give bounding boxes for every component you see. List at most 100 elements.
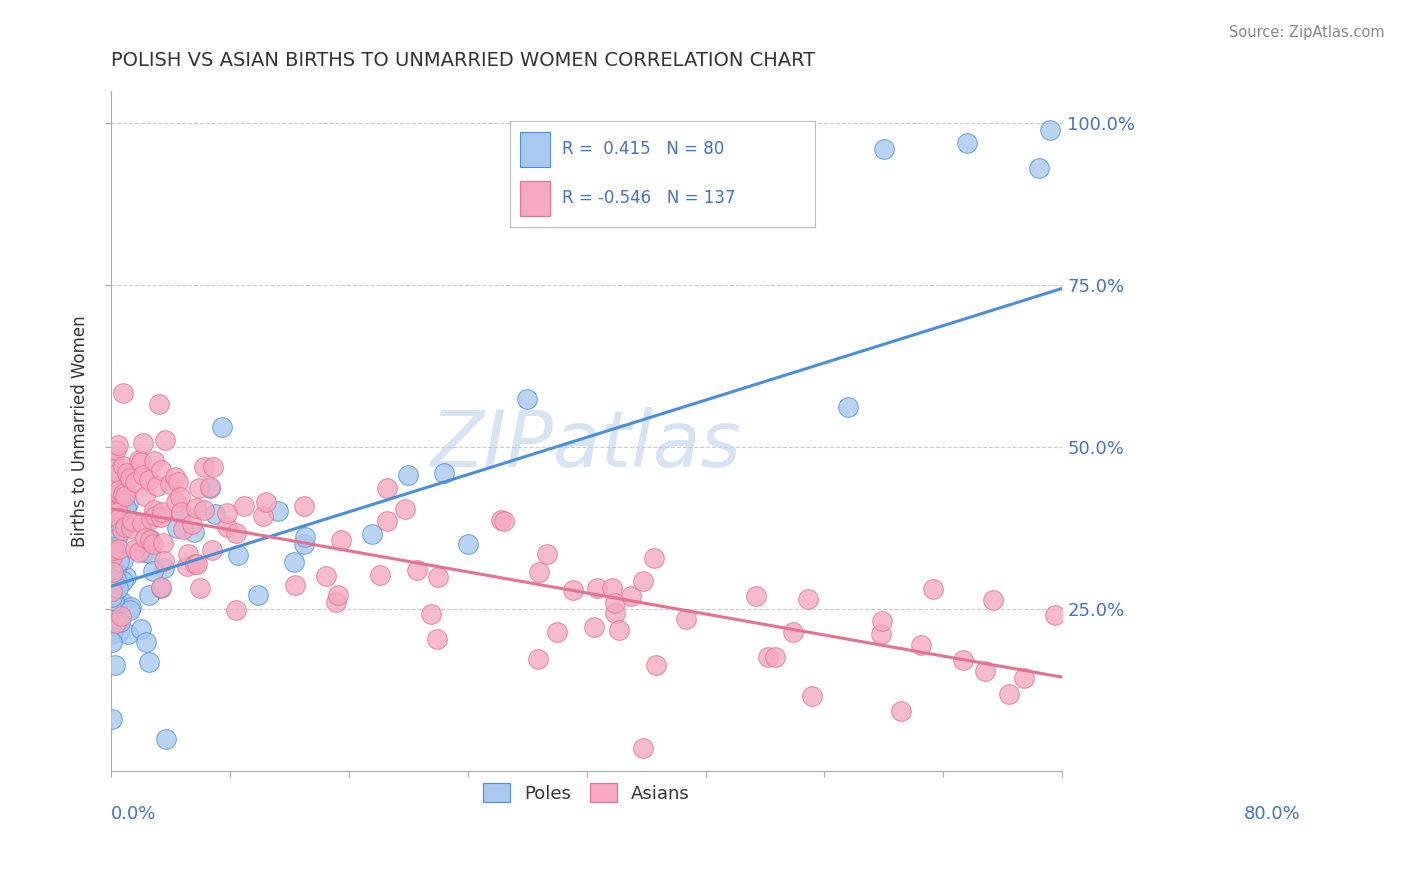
Point: [108, 554, 131, 568]
Point: [101, 712, 124, 726]
Point: [873, 142, 896, 156]
Point: [135, 635, 157, 649]
Point: [118, 471, 141, 485]
Point: [101, 576, 124, 591]
Point: [104, 565, 127, 579]
Point: [837, 400, 859, 414]
Point: [101, 580, 124, 594]
Point: [644, 658, 666, 673]
Point: [252, 508, 274, 523]
Point: [370, 567, 392, 582]
Point: [101, 626, 124, 640]
Point: [527, 652, 550, 666]
Point: [202, 459, 225, 474]
Point: [375, 481, 398, 495]
Point: [620, 589, 643, 603]
Point: [139, 533, 162, 547]
Point: [111, 595, 134, 609]
Point: [128, 545, 150, 559]
Point: [426, 632, 449, 646]
Point: [101, 547, 124, 561]
Point: [186, 500, 208, 515]
Point: [159, 476, 181, 491]
Point: [198, 480, 221, 494]
Point: [609, 623, 631, 637]
Point: [226, 548, 249, 562]
Point: [104, 658, 127, 673]
Point: [101, 584, 124, 599]
Text: POLISH VS ASIAN BIRTHS TO UNMARRIED WOMEN CORRELATION CHART: POLISH VS ASIAN BIRTHS TO UNMARRIED WOME…: [111, 51, 815, 70]
Point: [132, 545, 155, 559]
Point: [138, 533, 160, 547]
Point: [267, 504, 290, 518]
Point: [110, 609, 132, 624]
Point: [105, 573, 128, 587]
Point: [115, 569, 138, 583]
Point: [105, 615, 128, 630]
Point: [605, 596, 627, 610]
Point: [101, 500, 124, 514]
Point: [101, 550, 124, 565]
Point: [134, 531, 156, 545]
Point: [110, 495, 132, 509]
Point: [128, 453, 150, 467]
Point: [150, 505, 173, 519]
Point: [114, 483, 136, 498]
Point: [165, 470, 187, 484]
Point: [101, 635, 124, 649]
Point: [165, 495, 187, 509]
Point: [294, 529, 316, 543]
Point: [117, 496, 139, 510]
Point: [326, 588, 349, 602]
Point: [952, 653, 974, 667]
Point: [394, 501, 416, 516]
Point: [105, 531, 128, 545]
Point: [426, 569, 449, 583]
Point: [527, 565, 550, 579]
Point: [114, 489, 136, 503]
Point: [254, 494, 277, 508]
Point: [981, 592, 1004, 607]
Point: [112, 458, 135, 473]
Point: [643, 550, 665, 565]
Point: [405, 563, 427, 577]
Point: [101, 574, 124, 588]
Point: [101, 482, 124, 496]
Point: [974, 664, 997, 678]
Point: [631, 741, 654, 756]
Point: [1012, 671, 1035, 685]
Point: [183, 524, 205, 539]
Point: [292, 537, 315, 551]
Text: ZIPatlas: ZIPatlas: [432, 407, 742, 483]
Point: [193, 503, 215, 517]
Point: [177, 547, 200, 561]
Point: [124, 475, 146, 490]
Point: [142, 565, 165, 579]
Point: [121, 514, 143, 528]
Point: [217, 506, 239, 520]
Point: [170, 505, 193, 519]
Point: [283, 555, 305, 569]
Point: [603, 606, 626, 620]
Point: [103, 472, 125, 486]
Point: [152, 554, 174, 568]
Point: [148, 397, 170, 411]
Point: [176, 558, 198, 573]
Point: [114, 520, 136, 534]
Point: [108, 486, 131, 500]
Point: [169, 490, 191, 504]
Point: [152, 536, 174, 550]
Point: [169, 506, 191, 520]
Point: [118, 603, 141, 617]
Point: [153, 560, 176, 574]
Point: [101, 536, 124, 550]
Point: [801, 689, 824, 703]
Point: [536, 547, 558, 561]
Point: [108, 625, 131, 640]
Point: [107, 505, 129, 519]
Point: [107, 596, 129, 610]
Point: [956, 136, 979, 150]
Point: [101, 543, 124, 558]
Point: [921, 582, 943, 596]
Point: [149, 463, 172, 477]
